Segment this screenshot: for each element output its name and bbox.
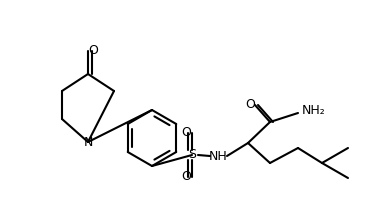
Text: O: O (88, 45, 98, 58)
Text: N: N (83, 136, 93, 148)
Text: O: O (181, 127, 191, 139)
Text: O: O (245, 99, 255, 111)
Text: NH: NH (209, 149, 228, 163)
Text: NH₂: NH₂ (302, 104, 326, 117)
Text: S: S (188, 148, 196, 162)
Text: O: O (181, 171, 191, 183)
